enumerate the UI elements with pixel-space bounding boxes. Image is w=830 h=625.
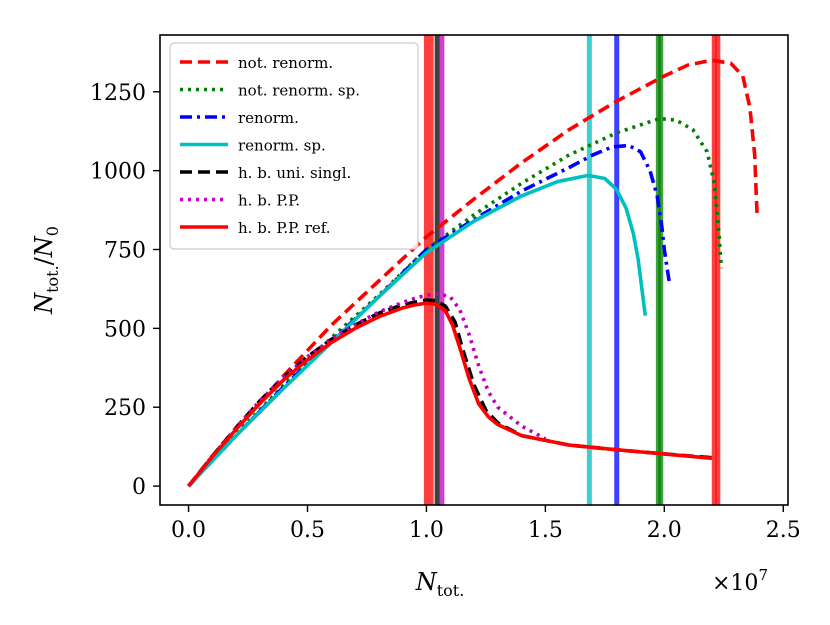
legend-label-6: h. b. P.P. ref. (238, 219, 331, 237)
series-line-6 (187, 301, 713, 488)
legend-label-4: h. b. uni. singl. (238, 164, 351, 182)
legend-label-3: renorm. sp. (238, 137, 326, 155)
x-tick-label: 1.0 (409, 518, 444, 543)
y-axis-label-den-main: N (30, 235, 58, 258)
y-tick-label: 250 (104, 396, 146, 421)
series-lines (187, 58, 759, 488)
y-tick-label: 500 (104, 317, 146, 342)
y-axis-label-num-sub: tot. (43, 265, 62, 293)
y-tick-label: 0 (132, 475, 146, 500)
y-tick-label: 750 (104, 238, 146, 263)
x-scale-base: ×10 (712, 571, 758, 596)
y-ticks: 0 250 500 750 1000 1250 (90, 81, 160, 500)
x-tick-label: 0.0 (171, 518, 206, 543)
x-axis-label-main: N (415, 568, 438, 596)
x-ticks: 0.0 0.5 1.0 1.5 2.0 2.5 (171, 505, 801, 543)
vertical-lines (423, 35, 721, 505)
legend-label-2: renorm. (238, 109, 299, 127)
legend-label-5: h. b. P.P. (238, 192, 300, 210)
y-tick-label: 1250 (90, 81, 146, 106)
x-tick-label: 0.5 (290, 518, 325, 543)
legend-label-0: not. renorm. (238, 54, 333, 72)
series-line-1 (187, 116, 724, 488)
legend-box (169, 42, 419, 250)
x-scale-exp: 7 (758, 566, 768, 584)
x-axis-label: Ntot. (415, 568, 465, 600)
y-axis-label-num-main: N (30, 292, 58, 315)
y-axis-label: Ntot./N0 (30, 226, 62, 315)
x-tick-label: 2.0 (647, 518, 682, 543)
y-axis-label-slash: / (30, 256, 58, 265)
plot-frame (159, 34, 789, 506)
x-tick-label: 2.5 (766, 518, 801, 543)
legend-label-1: not. renorm. sp. (238, 82, 360, 100)
series-line-0 (187, 58, 759, 488)
y-axis-label-den-sub: 0 (43, 226, 62, 236)
legend: not. renorm. not. renorm. sp. renorm. renor… (169, 42, 419, 250)
x-axis-label-sub: tot. (437, 581, 465, 600)
x-tick-label: 1.5 (528, 518, 563, 543)
y-tick-label: 1000 (90, 160, 146, 185)
x-scale-label: ×107 (712, 566, 768, 596)
